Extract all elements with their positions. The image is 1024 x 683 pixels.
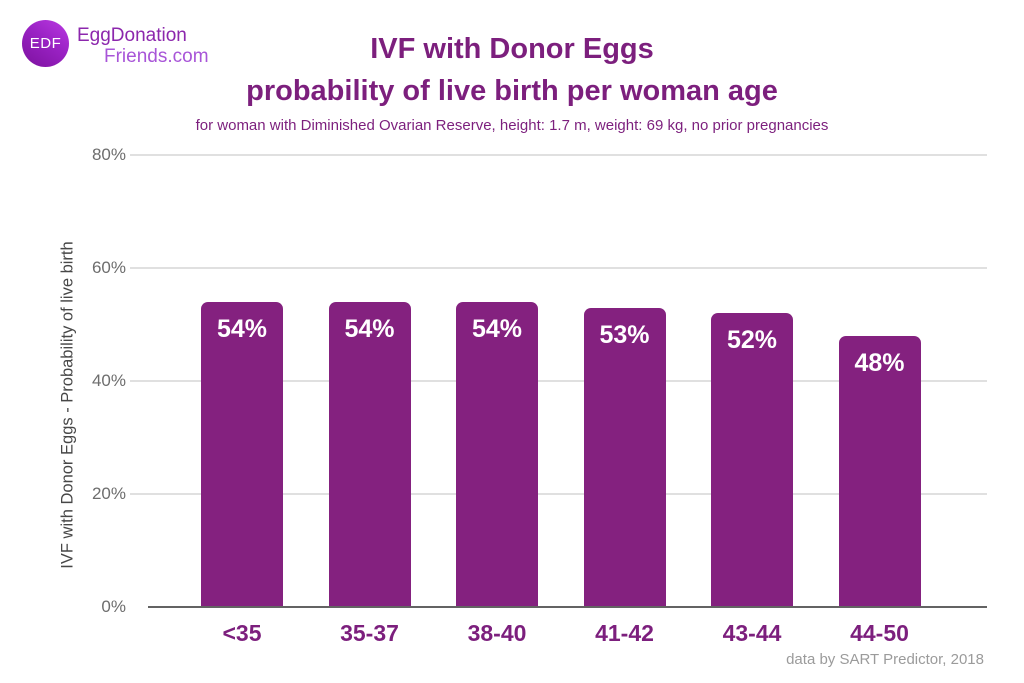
x-axis-label-41-42: 41-42 xyxy=(595,620,654,646)
logo-edf-badge-icon: EDF xyxy=(22,20,69,67)
chart-title-line2: probability of live birth per woman age xyxy=(246,75,778,107)
y-tick-label-60: 60% xyxy=(91,258,126,277)
bar-41-42: 53% xyxy=(583,307,666,607)
bar-value-label-38-40: 54% xyxy=(471,314,523,343)
x-axis-label-44-50: 44-50 xyxy=(850,620,909,646)
logo-line2: Friends.com xyxy=(104,45,209,67)
bar-44-50: 48% xyxy=(838,335,921,607)
bar-value-label-41-42: 53% xyxy=(599,320,650,349)
chart-title-line1: IVF with Donor Eggs xyxy=(370,33,654,65)
x-axis-label-<35: <35 xyxy=(222,620,262,646)
y-axis-title: IVF with Donor Eggs - Probability of liv… xyxy=(58,241,77,569)
bar-value-label-<35: 54% xyxy=(216,314,268,343)
bar-43-44: 52% xyxy=(711,313,793,607)
chart-subtitle: for woman with Diminished Ovarian Reserv… xyxy=(195,117,829,134)
data-source-note: data by SART Predictor, 2018 xyxy=(786,651,984,668)
gridline-60 xyxy=(130,267,987,269)
plot-area: 0% 20% 40% 60% 80% 54% <35 54% 35-37 54% 38-40 53% 4… xyxy=(92,145,987,646)
bar-value-label-44-50: 48% xyxy=(854,348,905,377)
logo-wordmark: EggDonation Friends.com xyxy=(77,20,209,67)
gridline-20 xyxy=(130,493,987,495)
bar-35-37: 54% xyxy=(328,301,411,607)
x-axis-line xyxy=(148,606,987,608)
logo[interactable]: EDF EggDonation Friends.com xyxy=(22,20,209,67)
y-tick-label-20: 20% xyxy=(91,484,126,503)
bar-value-label-35-37: 54% xyxy=(344,314,395,343)
bar-value-label-43-44: 52% xyxy=(726,326,778,355)
y-tick-label-40: 40% xyxy=(91,371,126,390)
logo-line1: EggDonation xyxy=(77,25,187,46)
x-axis-label-38-40: 38-40 xyxy=(467,620,527,646)
gridline-80 xyxy=(130,154,987,156)
bar-38-40: 54% xyxy=(456,301,538,607)
gridline-40 xyxy=(130,380,987,382)
x-axis-label-35-37: 35-37 xyxy=(340,620,399,646)
chart-header: IVF with Donor Eggs probability of live … xyxy=(0,28,1024,134)
bar-<35: 54% xyxy=(201,301,283,607)
x-axis-label-43-44: 43-44 xyxy=(722,620,782,646)
y-tick-label-80: 80% xyxy=(91,145,126,164)
y-tick-label-0: 0% xyxy=(101,597,126,616)
